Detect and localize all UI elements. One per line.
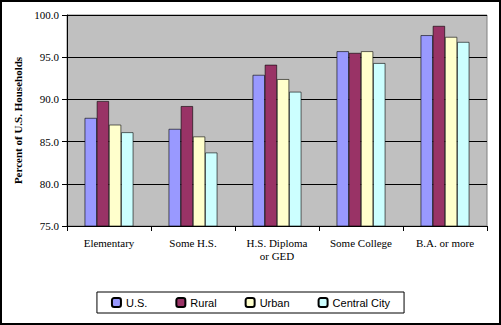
svg-text:Elementary: Elementary (84, 237, 135, 249)
svg-text:75.0: 75.0 (40, 220, 60, 232)
svg-text:Urban: Urban (260, 297, 290, 309)
svg-text:Percent of U.S. Households: Percent of U.S. Households (12, 56, 24, 184)
svg-text:90.0: 90.0 (40, 93, 60, 105)
svg-text:80.0: 80.0 (40, 178, 60, 190)
svg-text:H.S. Diploma: H.S. Diploma (247, 237, 308, 249)
svg-text:Some H.S.: Some H.S. (169, 237, 217, 249)
svg-text:B.A. or more: B.A. or more (416, 237, 474, 249)
svg-text:Rural: Rural (190, 297, 216, 309)
svg-text:Some College: Some College (330, 237, 392, 249)
svg-text:100.0: 100.0 (34, 9, 59, 21)
svg-text:U.S.: U.S. (126, 297, 147, 309)
svg-text:Central City: Central City (333, 297, 391, 309)
svg-text:95.0: 95.0 (40, 51, 60, 63)
svg-text:or GED: or GED (260, 250, 295, 262)
svg-text:85.0: 85.0 (40, 136, 60, 148)
